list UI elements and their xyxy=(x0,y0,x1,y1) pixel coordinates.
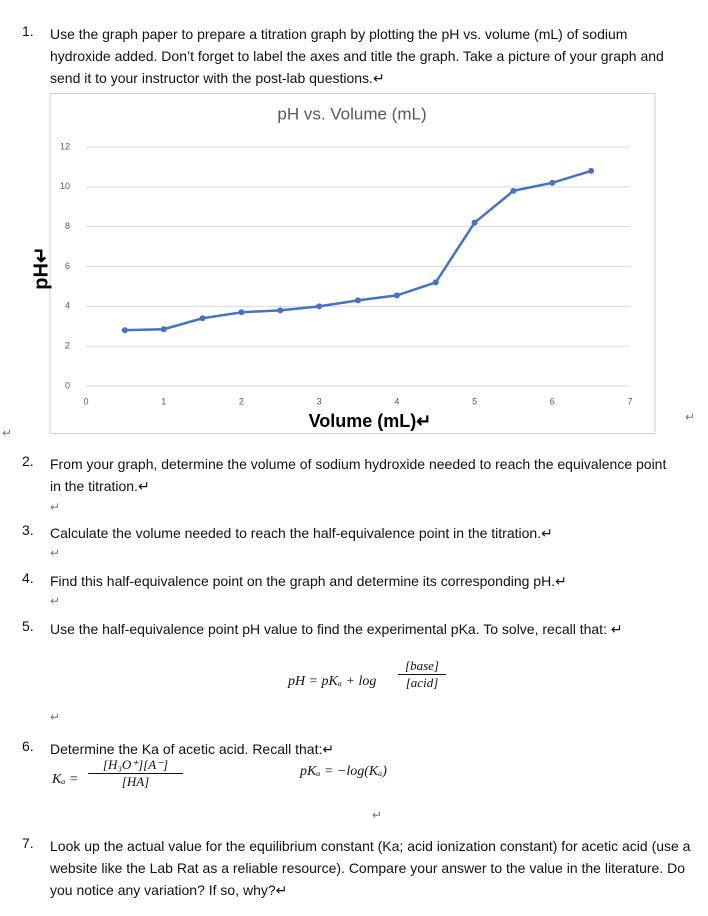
numerator: [H₃O⁺][A⁻] xyxy=(102,757,169,772)
x-tick-label: 1 xyxy=(161,396,166,406)
paragraph-mark: ↵ xyxy=(685,410,696,424)
item-number: 2. xyxy=(22,453,34,469)
item-number: 4. xyxy=(22,570,34,586)
data-point xyxy=(549,179,556,186)
item-number: 3. xyxy=(22,522,34,538)
denominator: [acid] xyxy=(398,674,446,691)
item-text: Find this half-equivalence point on the … xyxy=(50,573,567,589)
formula: Kₐ = xyxy=(52,772,79,787)
numerator: [base] xyxy=(405,658,439,673)
data-point xyxy=(121,327,128,334)
paragraph-mark: ↵ xyxy=(50,594,61,608)
fraction: [H₃O⁺][A⁻] [HA] xyxy=(88,757,183,790)
data-point xyxy=(355,297,361,304)
item-number: 1. xyxy=(22,23,34,39)
item-number: 5. xyxy=(22,618,34,634)
x-tick-label: 0 xyxy=(83,396,88,406)
chart: pH vs. Volume (mL) pH↵ Volume (mL)↵ 0 2 4 6… xyxy=(30,93,656,434)
data-point xyxy=(199,315,206,322)
paragraph-mark: ↵ xyxy=(50,500,61,514)
item-number: 7. xyxy=(22,835,34,851)
x-tick-label: 7 xyxy=(627,396,632,406)
data-point xyxy=(393,292,400,299)
formula: pKₐ = −log(Kₐ) xyxy=(300,764,387,779)
x-tick-label: 3 xyxy=(317,396,322,406)
fraction: [base] [acid] xyxy=(398,658,446,691)
y-tick-label: 4 xyxy=(65,301,70,311)
item-text: Use the half-equivalence point pH value … xyxy=(50,621,623,637)
data-point xyxy=(160,326,167,333)
y-tick-label: 10 xyxy=(60,181,70,191)
formula: pH = pKₐ + log xyxy=(288,674,377,689)
item-number: 6. xyxy=(22,738,34,754)
chart-title: pH vs. Volume (mL) xyxy=(277,104,426,123)
item-text: Determine the Ka of acetic acid. Recall … xyxy=(50,741,335,757)
y-tick-label: 0 xyxy=(65,380,70,390)
y-tick-label: 8 xyxy=(65,221,70,231)
paragraph-mark: ↵ xyxy=(50,710,61,724)
paragraph-mark: ↵ xyxy=(2,426,13,440)
paragraph-mark: ↵ xyxy=(50,546,61,560)
paragraph-mark: ↵ xyxy=(372,808,383,822)
x-axis-label: Volume (mL)↵ xyxy=(309,411,432,431)
data-point xyxy=(510,187,517,194)
item-text: From your graph, determine the volume of… xyxy=(50,456,667,494)
item-text: Use the graph paper to prepare a titrati… xyxy=(50,26,664,86)
y-tick-label: 12 xyxy=(60,141,70,151)
data-point xyxy=(471,219,478,226)
chart-frame xyxy=(49,93,656,434)
item-text: Look up the actual value for the equilib… xyxy=(50,838,691,898)
y-axis-label: pH↵ xyxy=(30,246,52,289)
x-tick-label: 4 xyxy=(394,396,399,406)
item-text: Calculate the volume needed to reach the… xyxy=(50,525,553,541)
data-point xyxy=(316,303,323,310)
data-point xyxy=(588,167,595,174)
y-tick-label: 6 xyxy=(65,261,70,271)
data-point xyxy=(277,307,284,314)
y-tick-label: 2 xyxy=(65,341,70,351)
data-point xyxy=(238,309,245,316)
x-tick-label: 6 xyxy=(550,396,555,406)
denominator: [HA] xyxy=(88,773,183,790)
x-tick-label: 2 xyxy=(239,396,244,406)
x-tick-label: 5 xyxy=(472,396,477,406)
data-point xyxy=(432,279,439,286)
